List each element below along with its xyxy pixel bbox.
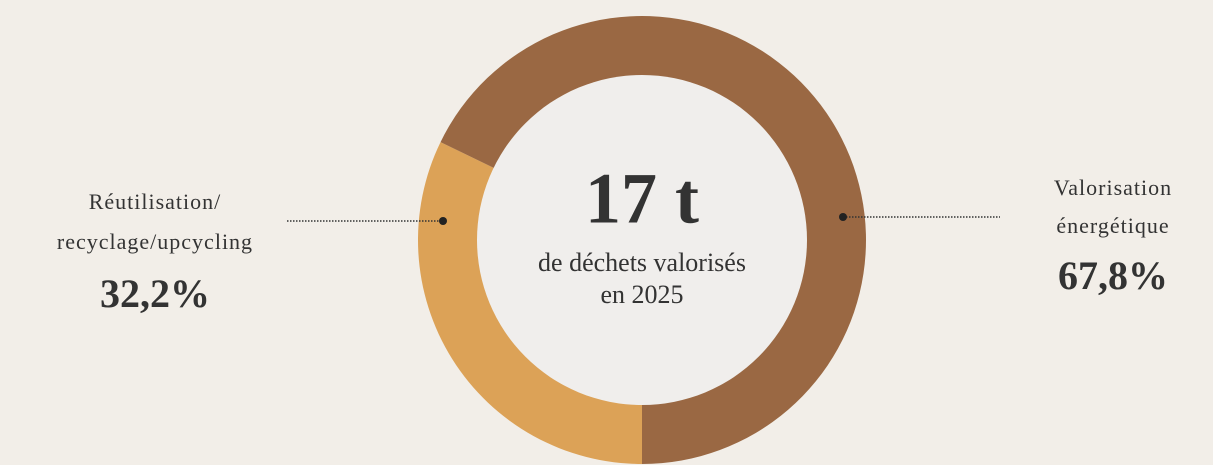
donut-hole	[477, 75, 807, 405]
legend-label: Réutilisation/	[89, 189, 222, 214]
donut-sector	[418, 142, 642, 465]
center-text: en 2025	[600, 280, 683, 309]
legend-label: énergétique	[1056, 213, 1169, 238]
leader-dot	[839, 213, 847, 221]
value-label: 67,8%	[1058, 253, 1168, 298]
value-label: 32,2%	[100, 271, 210, 316]
leader-dot	[439, 217, 447, 225]
legend-label: Valorisation	[1054, 175, 1172, 200]
center-title: 17 t	[585, 159, 699, 239]
legend-label: recyclage/upcycling	[57, 229, 253, 254]
center-text: de déchets valorisés	[538, 248, 746, 277]
